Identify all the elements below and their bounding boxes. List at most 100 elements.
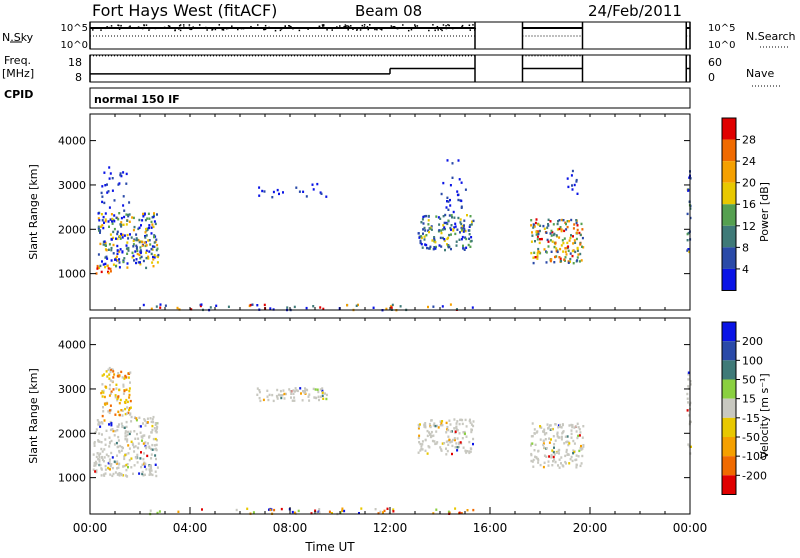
data-cell	[135, 237, 138, 240]
data-cell	[152, 420, 155, 424]
colorbar-segment	[722, 204, 736, 226]
data-cell	[100, 441, 103, 444]
data-cell	[422, 222, 425, 225]
data-cell	[582, 246, 585, 249]
data-cell	[100, 191, 103, 195]
data-cell	[153, 212, 155, 215]
data-cell	[105, 370, 108, 373]
data-cell	[106, 402, 109, 405]
data-cell	[152, 258, 155, 261]
data-cell	[346, 304, 349, 307]
data-cell	[320, 192, 323, 195]
x-axis-ticks: 00:00 04:00 08:00 12:00 16:00 20:00 00:00	[73, 114, 707, 535]
data-cell	[155, 305, 158, 308]
data-cell	[100, 456, 103, 459]
data-cell	[294, 387, 297, 390]
data-cell	[128, 220, 131, 223]
data-cell	[560, 438, 563, 441]
colorbar-segment	[722, 456, 736, 476]
data-cell	[108, 423, 110, 426]
data-cell	[453, 216, 456, 219]
data-cell	[437, 216, 440, 219]
data-cell	[134, 250, 137, 253]
data-cell	[144, 236, 147, 239]
data-cell	[435, 508, 438, 511]
nsky-point	[280, 28, 283, 30]
data-cell	[106, 183, 108, 186]
x-axis-label: Time UT	[304, 540, 355, 554]
data-cell	[119, 172, 122, 175]
data-cell	[444, 248, 446, 252]
data-cell	[461, 422, 464, 426]
data-cell	[134, 437, 137, 440]
data-cell	[133, 445, 135, 449]
data-cell	[115, 462, 118, 465]
data-cell	[571, 424, 574, 427]
data-cell	[536, 257, 539, 260]
nsky-point	[414, 25, 417, 28]
data-cell	[566, 435, 569, 438]
data-cell	[95, 272, 98, 275]
data-cell	[145, 468, 148, 471]
data-cell	[550, 453, 553, 457]
nsky-point	[128, 27, 130, 29]
data-cell	[442, 181, 445, 185]
data-cell	[316, 182, 319, 186]
data-cell	[532, 458, 535, 462]
data-cell	[545, 261, 548, 264]
data-cell	[291, 399, 294, 402]
colorbar-tick-label: -15	[742, 412, 760, 425]
data-cell	[116, 399, 119, 402]
data-cell	[420, 236, 423, 240]
data-cell	[574, 458, 577, 462]
data-cell	[560, 456, 563, 459]
data-cell	[545, 455, 548, 458]
data-cell	[566, 241, 569, 245]
data-cell	[140, 465, 143, 469]
data-cell	[531, 442, 534, 445]
data-cell	[102, 389, 105, 393]
data-cell	[530, 224, 533, 227]
data-cell	[535, 233, 538, 236]
data-cell	[109, 218, 112, 221]
data-cell	[446, 243, 448, 246]
data-cell	[532, 223, 535, 226]
data-cell	[450, 233, 452, 236]
data-cell	[569, 252, 572, 255]
data-cell	[111, 380, 114, 383]
data-cell	[105, 429, 108, 432]
y-tick-label: 4000	[58, 135, 86, 148]
data-cell	[464, 188, 467, 191]
data-cell	[531, 231, 533, 234]
data-cell	[469, 421, 472, 424]
data-cell	[126, 241, 129, 244]
data-cell	[534, 221, 537, 225]
data-cell	[153, 245, 156, 248]
data-cell	[235, 508, 238, 512]
data-cell	[465, 425, 468, 428]
data-cell	[563, 442, 566, 445]
data-cell	[687, 385, 690, 388]
data-cell	[469, 450, 472, 453]
data-cell	[576, 422, 579, 425]
data-cell	[548, 455, 551, 458]
data-cell	[112, 376, 115, 379]
data-cell	[576, 224, 579, 227]
data-cell	[582, 425, 585, 428]
nsky-point	[178, 28, 180, 30]
data-cell	[302, 390, 304, 393]
nsky-point	[240, 27, 243, 30]
data-cell	[258, 186, 261, 189]
data-cell	[432, 424, 435, 427]
mhz-label: [MHz]	[2, 67, 34, 80]
data-cell	[120, 174, 123, 178]
colorbar-tick-label: 15	[742, 393, 756, 406]
data-cell	[252, 511, 255, 514]
data-cell	[420, 445, 423, 448]
data-cell	[560, 244, 563, 247]
data-cell	[440, 231, 443, 235]
data-cell	[266, 395, 269, 398]
data-cell	[142, 457, 145, 461]
noise-right-tick-low: 10^0	[708, 40, 735, 51]
